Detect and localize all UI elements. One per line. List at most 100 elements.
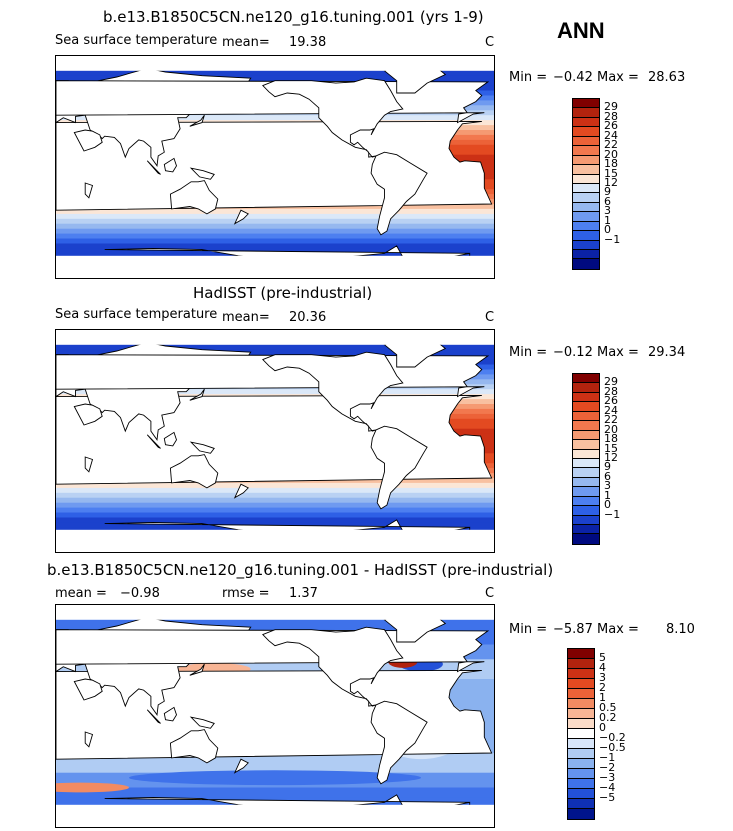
colorbar-tick-label: 20 bbox=[604, 422, 618, 436]
colorbar-tick-label: 3 bbox=[599, 671, 606, 684]
land-mass bbox=[169, 729, 219, 764]
sst-band bbox=[56, 218, 494, 225]
sst-band bbox=[56, 233, 494, 240]
colorbar-tick-label: 4 bbox=[599, 661, 606, 674]
sst-band bbox=[56, 344, 494, 351]
sst-band bbox=[56, 389, 494, 395]
colorbar-tick-label: 26 bbox=[604, 119, 618, 133]
colorbar-swatch bbox=[568, 749, 594, 759]
land-mass bbox=[189, 167, 215, 180]
sst-band bbox=[56, 502, 494, 509]
sst-band bbox=[56, 238, 494, 244]
sst-band bbox=[56, 507, 494, 514]
panel2-mean-value: 20.36 bbox=[289, 310, 327, 325]
colorbar-swatch bbox=[568, 659, 594, 669]
land-mass bbox=[233, 209, 249, 225]
panel1-map bbox=[55, 55, 495, 279]
colorbar-tick-label: 6 bbox=[604, 469, 611, 483]
colorbar-swatch bbox=[568, 759, 594, 769]
colorbar-swatch bbox=[573, 183, 599, 194]
polar-region bbox=[56, 804, 494, 827]
colorbar-tick-label: 15 bbox=[604, 441, 618, 455]
colorbar-swatch bbox=[573, 525, 599, 535]
land-mass bbox=[189, 114, 205, 127]
panel2-map bbox=[55, 329, 495, 553]
panel1-title: b.e13.B1850C5CN.ne120_g16.tuning.001 (yr… bbox=[103, 8, 484, 26]
polar-region bbox=[56, 529, 494, 552]
colorbar-tick-label: −0.5 bbox=[599, 741, 626, 754]
colorbar-tick-label: 2 bbox=[599, 681, 606, 694]
colorbar-swatch bbox=[568, 729, 594, 739]
panel1-min-value: −0.42 bbox=[553, 70, 593, 85]
colorbar-swatch bbox=[573, 411, 599, 422]
sst-band bbox=[56, 213, 494, 220]
land-mass bbox=[233, 758, 249, 774]
colorbar-swatch bbox=[573, 221, 599, 232]
colorbar-swatch bbox=[573, 487, 599, 497]
land-mass bbox=[233, 483, 249, 499]
colorbar-tick-label: 0 bbox=[599, 721, 606, 734]
sst-band bbox=[56, 619, 494, 626]
sst-band bbox=[56, 223, 494, 230]
panel1-units: C bbox=[485, 35, 495, 50]
land-mass bbox=[189, 663, 205, 676]
colorbar-tick-label: 22 bbox=[604, 138, 618, 152]
colorbar-swatch bbox=[573, 155, 599, 166]
colorbar-tick-label: 18 bbox=[604, 157, 618, 171]
panel3-max-value: 8.10 bbox=[666, 622, 695, 637]
colorbar-swatch bbox=[573, 430, 599, 441]
colorbar-tick-label: 9 bbox=[604, 460, 611, 474]
colorbar-tick-label: 0.5 bbox=[599, 701, 617, 714]
colorbar-swatch bbox=[568, 739, 594, 749]
sst-band bbox=[56, 228, 494, 235]
sst-band bbox=[56, 787, 494, 793]
land-mass bbox=[169, 180, 219, 215]
colorbar-swatch bbox=[568, 699, 594, 709]
colorbar-swatch bbox=[573, 477, 599, 488]
land-mass bbox=[84, 731, 94, 748]
panel3-min-label: Min = bbox=[509, 622, 548, 637]
colorbar-tick-label: −1 bbox=[604, 507, 621, 521]
land-mass bbox=[84, 182, 94, 199]
colorbar-tick-label: 29 bbox=[604, 100, 618, 114]
panel3-map bbox=[55, 604, 495, 828]
colorbar-tick-label: 28 bbox=[604, 384, 618, 398]
colorbar-swatch bbox=[573, 458, 599, 469]
sst-band bbox=[56, 487, 494, 494]
colorbar-tick-label: 22 bbox=[604, 413, 618, 427]
colorbar-tick-label: 3 bbox=[604, 479, 611, 493]
panel3-min-value: −5.87 bbox=[553, 622, 593, 637]
land-mass bbox=[73, 129, 103, 152]
colorbar-swatch bbox=[573, 146, 599, 156]
panel1-mean-value: 19.38 bbox=[289, 35, 327, 50]
sst-band bbox=[56, 482, 494, 489]
panel3-rmse-label: rmse = bbox=[222, 586, 270, 601]
land-mass bbox=[73, 403, 103, 426]
colorbar-swatch bbox=[573, 515, 599, 525]
sst-feature bbox=[56, 782, 129, 793]
panel3-units: C bbox=[485, 586, 495, 601]
colorbar-swatch bbox=[573, 136, 599, 147]
colorbar-swatch bbox=[573, 231, 599, 241]
colorbar-tick-label: −5 bbox=[599, 791, 616, 804]
panel3-mean-value: −0.98 bbox=[120, 586, 160, 601]
panel3-mean-label: mean = bbox=[55, 586, 107, 601]
colorbar-tick-label: 24 bbox=[604, 403, 618, 417]
colorbar-swatch bbox=[568, 679, 594, 689]
panel2-units: C bbox=[485, 310, 495, 325]
polar-region bbox=[56, 330, 494, 345]
colorbar-swatch bbox=[573, 108, 599, 118]
colorbar-swatch bbox=[568, 689, 594, 699]
panel3-colorbar: 5 4 3 2 1 0.5 0.2 0 −0.2 −0.5 −1 −2 −3 −4 −5 bbox=[567, 648, 647, 820]
land-mass bbox=[189, 716, 215, 729]
colorbar-swatch bbox=[573, 468, 599, 478]
panel2-max-value: 29.34 bbox=[648, 345, 686, 360]
colorbar-tick-label: 5 bbox=[599, 651, 606, 664]
colorbar-tick-label: 15 bbox=[604, 166, 618, 180]
colorbar-swatch bbox=[568, 799, 594, 809]
panel1-min-label: Min = bbox=[509, 70, 548, 85]
sst-band bbox=[56, 512, 494, 518]
panel2-title: HadISST (pre-industrial) bbox=[193, 284, 373, 302]
panel3-rmse-value: 1.37 bbox=[289, 586, 318, 601]
land-mass bbox=[370, 425, 428, 510]
